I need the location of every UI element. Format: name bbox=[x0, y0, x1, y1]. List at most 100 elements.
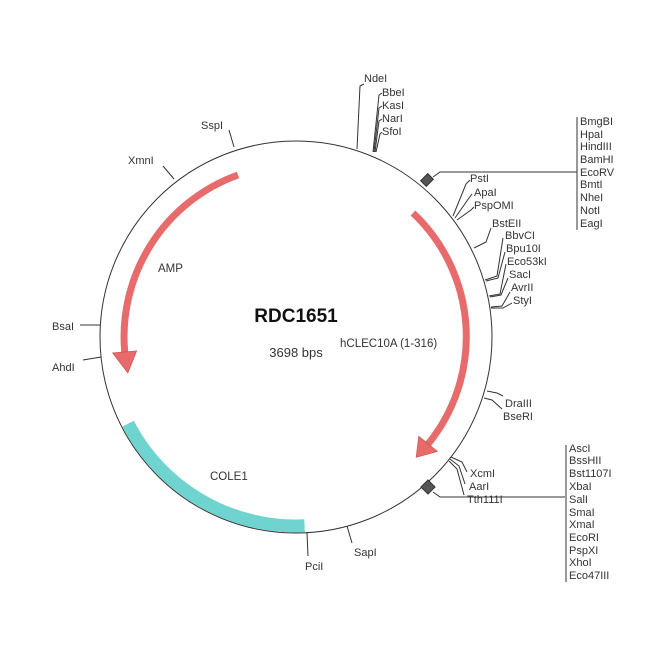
site-label: HpaI bbox=[580, 129, 603, 141]
site-label: EcoRI bbox=[569, 532, 599, 544]
site-tick bbox=[432, 491, 565, 498]
site-label: SapI bbox=[354, 547, 377, 559]
site-label: BbeI bbox=[382, 87, 405, 99]
site-tick bbox=[448, 460, 465, 496]
plasmid-backbone bbox=[99, 140, 493, 534]
site-label: Eco53kI bbox=[507, 256, 547, 268]
site-label: BseRI bbox=[503, 411, 533, 423]
site-label: BamHI bbox=[580, 154, 614, 166]
site-label: NotI bbox=[580, 205, 600, 217]
cole1-label: COLE1 bbox=[210, 471, 248, 483]
site-tick bbox=[485, 251, 506, 282]
site-ndei: NdeI bbox=[356, 73, 387, 150]
site-label: EagI bbox=[580, 218, 603, 230]
site-label: XbaI bbox=[569, 481, 592, 493]
site-tick bbox=[228, 129, 235, 148]
site-label: BbvCI bbox=[505, 230, 535, 242]
site-label: AarI bbox=[469, 481, 489, 493]
site-tick bbox=[449, 458, 466, 485]
site-label: AhdI bbox=[52, 362, 75, 374]
site-label: PspOMI bbox=[474, 200, 514, 212]
site-tick bbox=[454, 193, 473, 219]
site-xmni: XmnI bbox=[128, 155, 175, 180]
mcs2-marker bbox=[420, 479, 436, 495]
site-bsteii: BstEII bbox=[473, 218, 521, 249]
site-tick bbox=[306, 532, 309, 557]
site-tick bbox=[489, 277, 509, 298]
site-label: EcoRV bbox=[580, 167, 615, 179]
site-label: XmnI bbox=[128, 155, 154, 167]
amp-label: AMP bbox=[158, 263, 183, 275]
site-label: BsaI bbox=[52, 321, 74, 333]
site-tick bbox=[432, 171, 577, 178]
site-tick bbox=[346, 525, 353, 544]
site-group-bbei: BbeI KasI NarI SfoI bbox=[372, 87, 405, 153]
site-label: SacI bbox=[509, 269, 531, 281]
hclec10a-arrow bbox=[410, 210, 470, 458]
site-pcii: PciI bbox=[305, 532, 323, 573]
site-label: XcmI bbox=[470, 468, 495, 480]
site-sspi: SspI bbox=[201, 120, 235, 148]
cole1-feature bbox=[122, 420, 305, 533]
site-label: AscI bbox=[569, 443, 590, 455]
site-label: Bst1107I bbox=[569, 468, 612, 480]
site-label: KasI bbox=[382, 100, 404, 112]
site-label: StyI bbox=[513, 295, 532, 307]
site-label: SfoI bbox=[382, 126, 402, 138]
site-tick bbox=[450, 456, 468, 473]
site-label: NdeI bbox=[364, 73, 387, 85]
site-tick bbox=[473, 227, 492, 249]
site-ahdi: AhdI bbox=[52, 356, 102, 374]
site-group-xcmi: XcmI AarI Tth111I bbox=[448, 456, 503, 506]
site-label: SalI bbox=[569, 494, 588, 506]
site-tick bbox=[490, 291, 511, 308]
site-label: XmaI bbox=[569, 519, 595, 531]
site-tick bbox=[373, 105, 383, 153]
site-label: PstI bbox=[470, 173, 489, 185]
site-tick bbox=[486, 390, 504, 397]
mcs1-marker bbox=[419, 172, 435, 188]
amp-arrow bbox=[111, 171, 240, 374]
mcs2-site-group: AscI BssHII Bst1107I XbaI SalI SmaI XmaI… bbox=[420, 443, 612, 582]
site-tick bbox=[452, 179, 471, 217]
site-label: Bpu10I bbox=[506, 243, 541, 255]
plasmid-name: RDC1651 bbox=[254, 306, 338, 327]
site-label: SmaI bbox=[569, 507, 595, 519]
site-label: Tth111I bbox=[467, 494, 503, 506]
site-label: Eco47III bbox=[569, 570, 609, 582]
site-label: ApaI bbox=[474, 187, 497, 199]
site-label: AvrII bbox=[511, 282, 533, 294]
site-tick bbox=[82, 356, 102, 361]
site-group-bbvci: BbvCI Bpu10I Eco53kI SacI AvrII StyI bbox=[484, 230, 547, 309]
site-label: NheI bbox=[580, 192, 603, 204]
site-label: PciI bbox=[305, 561, 323, 573]
site-label: BmtI bbox=[580, 179, 603, 191]
plasmid-length: 3698 bps bbox=[269, 345, 323, 360]
site-tick bbox=[162, 165, 175, 180]
site-label: PspXI bbox=[569, 545, 598, 557]
site-label: SspI bbox=[201, 120, 223, 132]
site-group-psti: PstI ApaI PspOMI bbox=[452, 173, 514, 221]
site-tick bbox=[488, 263, 507, 297]
site-bsai: BsaI bbox=[52, 321, 100, 333]
site-group-draiii: DraIII BseRI bbox=[483, 390, 533, 423]
site-tick bbox=[456, 206, 475, 221]
site-tick bbox=[374, 118, 383, 153]
site-tick bbox=[484, 237, 504, 281]
site-tick bbox=[372, 92, 383, 153]
site-sapi: SapI bbox=[346, 525, 377, 559]
site-tick bbox=[491, 302, 513, 309]
mcs1-site-group: BmgBI HpaI HindIII BamHI EcoRV BmtI NheI… bbox=[419, 116, 615, 230]
hclec10a-label: hCLEC10A (1-316) bbox=[340, 338, 437, 350]
site-tick bbox=[375, 131, 383, 153]
site-label: BssHII bbox=[569, 455, 601, 467]
site-label: DraIII bbox=[505, 398, 532, 410]
site-tick bbox=[483, 397, 503, 410]
site-label: BstEII bbox=[492, 218, 521, 230]
site-label: BmgBI bbox=[580, 116, 613, 128]
site-label: HindIII bbox=[580, 141, 612, 153]
site-tick bbox=[356, 83, 365, 150]
site-label: NarI bbox=[382, 113, 403, 125]
site-label: XhoI bbox=[569, 557, 592, 569]
